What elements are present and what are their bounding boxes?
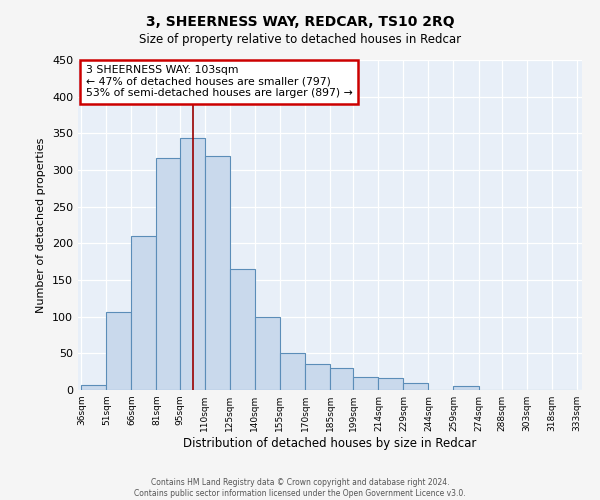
Text: 3, SHEERNESS WAY, REDCAR, TS10 2RQ: 3, SHEERNESS WAY, REDCAR, TS10 2RQ	[146, 15, 454, 29]
Bar	[131, 236, 157, 390]
Text: Contains HM Land Registry data © Crown copyright and database right 2024.
Contai: Contains HM Land Registry data © Crown c…	[134, 478, 466, 498]
Text: Size of property relative to detached houses in Redcar: Size of property relative to detached ho…	[139, 32, 461, 46]
Bar	[330, 368, 353, 390]
Bar	[280, 354, 305, 390]
Bar	[255, 318, 280, 390]
Bar	[454, 386, 479, 390]
Bar	[205, 156, 230, 390]
Bar	[379, 378, 403, 390]
Text: 3 SHEERNESS WAY: 103sqm
← 47% of detached houses are smaller (797)
53% of semi-d: 3 SHEERNESS WAY: 103sqm ← 47% of detache…	[86, 65, 352, 98]
Bar	[106, 312, 131, 390]
Y-axis label: Number of detached properties: Number of detached properties	[37, 138, 46, 312]
X-axis label: Distribution of detached houses by size in Redcar: Distribution of detached houses by size …	[184, 437, 476, 450]
Bar	[403, 382, 428, 390]
Bar	[230, 269, 255, 390]
Bar	[82, 385, 106, 390]
Bar	[305, 364, 330, 390]
Bar	[180, 138, 205, 390]
Bar	[353, 377, 379, 390]
Bar	[157, 158, 180, 390]
